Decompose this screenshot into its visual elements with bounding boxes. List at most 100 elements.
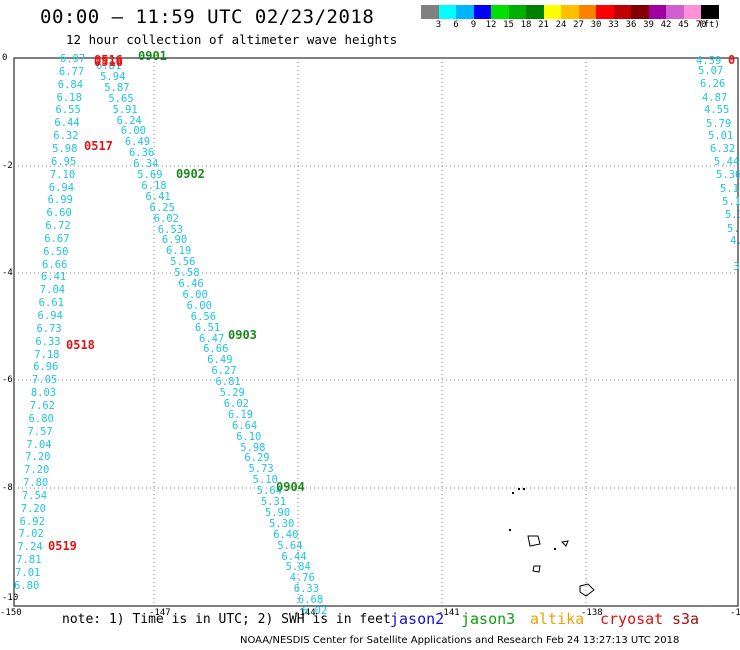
wave-height-label: 6.10 [236,430,262,443]
pass-time-label: 0519 [48,539,77,553]
wave-height-label: 7.04 [39,284,66,297]
wave-height-label: 5.30 [269,517,295,530]
wave-height-label: 6.29 [244,452,270,465]
wave-height-label: 3 [733,261,740,273]
wave-height-label: 5.36 [716,169,740,181]
wave-height-label: 7.20 [25,451,51,464]
wave-height-label: 6.41 [145,190,171,203]
wave-height-label: 5.1 [722,196,740,208]
y-axis-tick-label: -6 [2,375,13,385]
wave-height-label: 6.34 [133,158,159,171]
scale-tick-label: 9 [470,20,477,30]
y-axis-tick-label: -10 [2,593,19,603]
wave-height-label: 5.56 [170,256,196,269]
scale-swatch [613,5,631,19]
wave-height-label: 5.91 [112,103,138,116]
wave-height-label: 6.72 [45,220,71,233]
chart-title: 00:00 – 11:59 UTC 02/23/2018 [40,6,375,28]
wave-height-label: 6.49 [124,136,151,149]
wave-height-label: 6.92 [19,515,45,528]
scale-tick-label: 70 [695,20,707,30]
scale-swatch [456,5,474,19]
chart-subtitle: 12 hour collection of altimeter wave hei… [66,32,398,47]
x-axis-tick-label: -13 [730,608,740,618]
wave-height-label: 7.57 [27,425,53,438]
wave-height-label: 5.64 [256,485,282,498]
wave-height-label: 6.66 [203,343,229,356]
wave-height-label: 6.56 [190,310,217,323]
pass-time-label: 0 [728,53,736,67]
wave-height-label: 7.24 [17,541,43,554]
wave-height-label: 6.26 [700,78,726,90]
x-axis-tick-label: -138 [581,608,603,618]
wave-height-label: 5.98 [240,441,266,454]
wave-height-label: 7.18 [34,348,60,361]
scale-swatch [701,5,719,19]
pass-time-label: 0904 [276,480,305,494]
wave-height-label: 6.80 [14,579,40,592]
wave-height-label: 7.01 [15,567,41,579]
scale-swatch [683,5,701,19]
wave-height-label: 6.19 [227,408,254,421]
wave-height-label: 6.77 [58,65,85,78]
wave-height-label: 6.00 [186,299,212,312]
wave-height-label: 6.50 [43,245,69,258]
wave-height-label: 6.60 [46,207,72,220]
wave-height-label: 6.18 [141,179,167,192]
scale-swatch [438,5,456,19]
wave-height-label: 6.27 [211,365,237,378]
footer-credit: NOAA/NESDIS Center for Satellite Applica… [240,635,680,646]
wave-height-label: 4.76 [289,572,315,585]
wave-height-label: 6.19 [166,245,192,258]
wave-height-label: 6.44 [54,117,80,130]
island-mark [509,529,511,531]
scale-swatch [491,5,509,19]
wave-height-label: 5. [727,223,740,235]
x-axis-tick-label: -147 [149,608,171,618]
wave-height-label: 6.02 [302,605,328,617]
wave-height-label: 8.03 [30,387,57,400]
island-mark [518,488,520,490]
wave-height-label: 6.97 [60,53,86,65]
scale-swatch [508,5,526,19]
wave-height-label: 6.61 [38,297,64,310]
wave-height-label: 7.54 [21,489,48,502]
wave-height-label: 5.73 [248,463,274,476]
pass-time-label: 0516 [94,55,123,69]
wave-height-label: 5.79 [706,118,732,130]
wave-height-label: 6.94 [48,181,75,194]
wave-height-label: 6.55 [55,104,81,117]
scale-tick-label: 21 [538,20,549,30]
x-axis-tick-label: -141 [438,608,460,618]
scale-swatch [596,5,614,19]
wave-height-label: 6.53 [157,223,184,236]
scale-tick-label: 18 [520,20,532,30]
wave-height-label: 4.87 [702,92,728,104]
scale-tick-label: 45 [678,20,689,30]
satellite-legend-item: altika [530,610,585,628]
wave-height-label: 7.02 [18,528,44,541]
y-axis-tick-label: -2 [2,161,13,171]
pass-time-label: 0903 [228,328,257,342]
wave-height-label: 6.51 [194,321,221,334]
wave-height-label: 6.00 [120,125,147,138]
wave-height-label: 6.96 [33,361,59,374]
wave-height-label: 7.10 [49,168,76,181]
wave-height-label: 6.32 [710,143,736,155]
wave-height-label: 6.46 [178,278,204,290]
wave-height-label: 6.41 [40,271,67,284]
y-axis-tick-label: -4 [2,268,13,278]
scale-tick-label: 30 [590,20,602,30]
scale-tick-label: 3 [435,20,442,30]
scale-swatch [666,5,684,19]
wave-height-label: 6.24 [116,114,142,127]
wave-height-label: 6.33 [293,583,320,596]
wave-height-label: 7.20 [20,502,47,515]
scale-swatch [421,5,439,19]
wave-height-label: 6.40 [273,528,299,541]
satellite-legend-item: jason2 [390,610,445,628]
x-axis-tick-label: -150 [0,608,22,618]
scale-tick-label: 39 [643,20,654,30]
wave-height-label: 6.95 [51,155,77,168]
scale-tick-label: 42 [660,20,672,30]
